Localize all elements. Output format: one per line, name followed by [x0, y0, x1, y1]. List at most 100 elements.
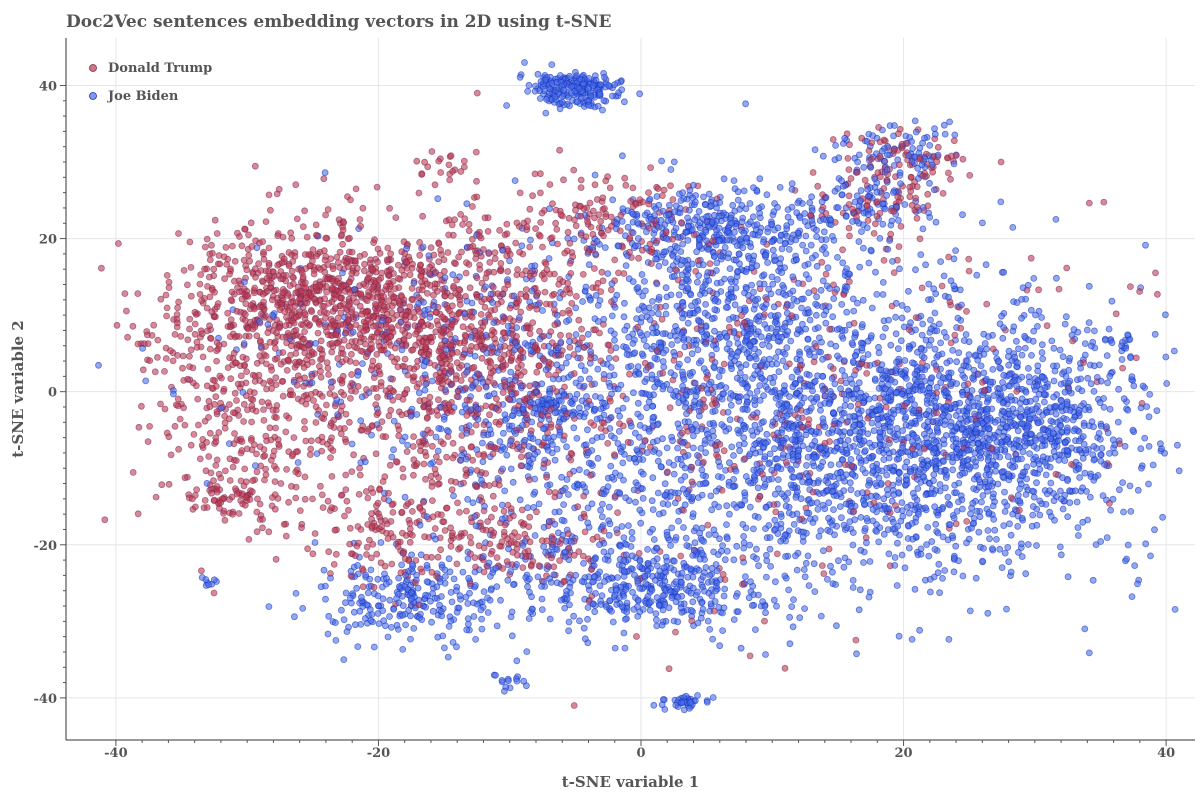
data-point-joe-biden: [709, 694, 717, 701]
data-point-joe-biden: [609, 92, 616, 100]
data-point-donald-trump: [457, 168, 465, 175]
data-point-donald-trump: [332, 304, 339, 312]
data-point-joe-biden: [625, 333, 633, 341]
data-point-donald-trump: [165, 480, 173, 488]
data-point-joe-biden: [855, 379, 863, 387]
data-point-donald-trump: [367, 554, 375, 562]
data-point-joe-biden: [952, 247, 959, 255]
data-point-joe-biden: [885, 454, 893, 462]
data-point-donald-trump: [373, 393, 381, 401]
data-point-donald-trump: [206, 322, 213, 330]
data-point-donald-trump: [157, 295, 165, 303]
data-point-joe-biden: [605, 503, 613, 511]
data-point-joe-biden: [751, 441, 758, 448]
data-point-donald-trump: [262, 352, 270, 360]
data-point-joe-biden: [1009, 327, 1017, 335]
data-point-donald-trump: [963, 518, 971, 525]
data-point-donald-trump: [226, 477, 234, 484]
data-point-donald-trump: [409, 471, 417, 479]
data-point-joe-biden: [598, 490, 606, 498]
data-point-joe-biden: [1005, 361, 1013, 369]
data-point-donald-trump: [163, 271, 171, 279]
data-point-joe-biden: [967, 510, 974, 518]
data-point-joe-biden: [694, 278, 701, 286]
data-point-joe-biden: [620, 476, 627, 484]
data-point-donald-trump: [292, 326, 300, 334]
data-point-joe-biden: [986, 476, 994, 484]
data-point-donald-trump: [256, 500, 264, 508]
data-point-donald-trump: [543, 300, 550, 308]
data-point-joe-biden: [930, 186, 938, 194]
data-point-donald-trump: [310, 397, 317, 404]
data-point-joe-biden: [455, 604, 463, 612]
data-point-donald-trump: [598, 268, 606, 276]
data-point-donald-trump: [406, 271, 414, 279]
data-point-joe-biden: [949, 346, 956, 354]
data-point-donald-trump: [229, 463, 237, 471]
data-point-joe-biden: [598, 513, 606, 521]
data-point-donald-trump: [635, 254, 642, 262]
data-point-joe-biden: [614, 574, 621, 581]
data-point-joe-biden: [551, 520, 559, 528]
data-point-joe-biden: [682, 534, 690, 542]
data-point-donald-trump: [177, 332, 185, 340]
data-point-joe-biden: [697, 444, 705, 452]
data-point-joe-biden: [644, 546, 651, 553]
data-point-donald-trump: [465, 220, 473, 228]
data-point-joe-biden: [459, 568, 467, 576]
data-point-joe-biden: [909, 535, 917, 543]
data-point-joe-biden: [311, 539, 319, 546]
data-point-joe-biden: [377, 539, 385, 546]
data-point-donald-trump: [829, 365, 837, 373]
data-point-joe-biden: [754, 514, 762, 521]
data-point-donald-trump: [566, 239, 574, 247]
data-point-donald-trump: [301, 328, 309, 336]
data-point-donald-trump: [738, 312, 745, 320]
data-point-joe-biden: [904, 305, 911, 313]
data-point-joe-biden: [882, 324, 889, 332]
data-point-joe-biden: [1128, 593, 1136, 600]
data-point-joe-biden: [1090, 387, 1098, 395]
data-point-joe-biden: [773, 602, 780, 610]
data-point-donald-trump: [237, 497, 245, 504]
data-point-joe-biden: [700, 193, 707, 201]
data-point-joe-biden: [671, 499, 679, 507]
data-point-donald-trump: [424, 163, 432, 171]
data-point-joe-biden: [962, 331, 970, 338]
data-point-joe-biden: [808, 193, 815, 201]
data-point-donald-trump: [247, 219, 255, 227]
data-point-donald-trump: [537, 218, 545, 226]
data-point-donald-trump: [550, 290, 558, 298]
data-point-joe-biden: [643, 404, 651, 412]
data-point-donald-trump: [343, 497, 351, 505]
data-point-joe-biden: [508, 632, 516, 640]
data-point-donald-trump: [152, 493, 160, 501]
data-point-donald-trump: [449, 167, 457, 175]
data-point-joe-biden: [407, 635, 414, 643]
data-point-joe-biden: [759, 341, 766, 349]
data-point-joe-biden: [621, 616, 629, 623]
data-point-joe-biden: [820, 547, 827, 555]
data-point-joe-biden: [609, 618, 617, 626]
data-point-donald-trump: [465, 227, 473, 235]
data-point-donald-trump: [318, 433, 326, 441]
data-point-joe-biden: [1055, 432, 1063, 440]
data-point-donald-trump: [253, 528, 261, 536]
data-point-donald-trump: [213, 357, 221, 365]
data-point-joe-biden: [142, 377, 150, 385]
data-point-joe-biden: [704, 617, 712, 625]
data-point-donald-trump: [187, 292, 195, 300]
data-point-donald-trump: [210, 496, 218, 504]
data-point-donald-trump: [322, 401, 330, 409]
data-point-joe-biden: [1056, 543, 1064, 551]
data-point-donald-trump: [420, 460, 428, 468]
data-point-joe-biden: [847, 402, 855, 410]
data-point-joe-biden: [670, 470, 678, 478]
data-point-joe-biden: [1066, 499, 1074, 507]
data-point-joe-biden: [916, 626, 923, 634]
data-point-donald-trump: [746, 652, 754, 660]
data-point-donald-trump: [187, 263, 195, 271]
data-point-joe-biden: [618, 86, 626, 94]
data-point-joe-biden: [634, 235, 642, 242]
data-point-joe-biden: [831, 447, 838, 455]
